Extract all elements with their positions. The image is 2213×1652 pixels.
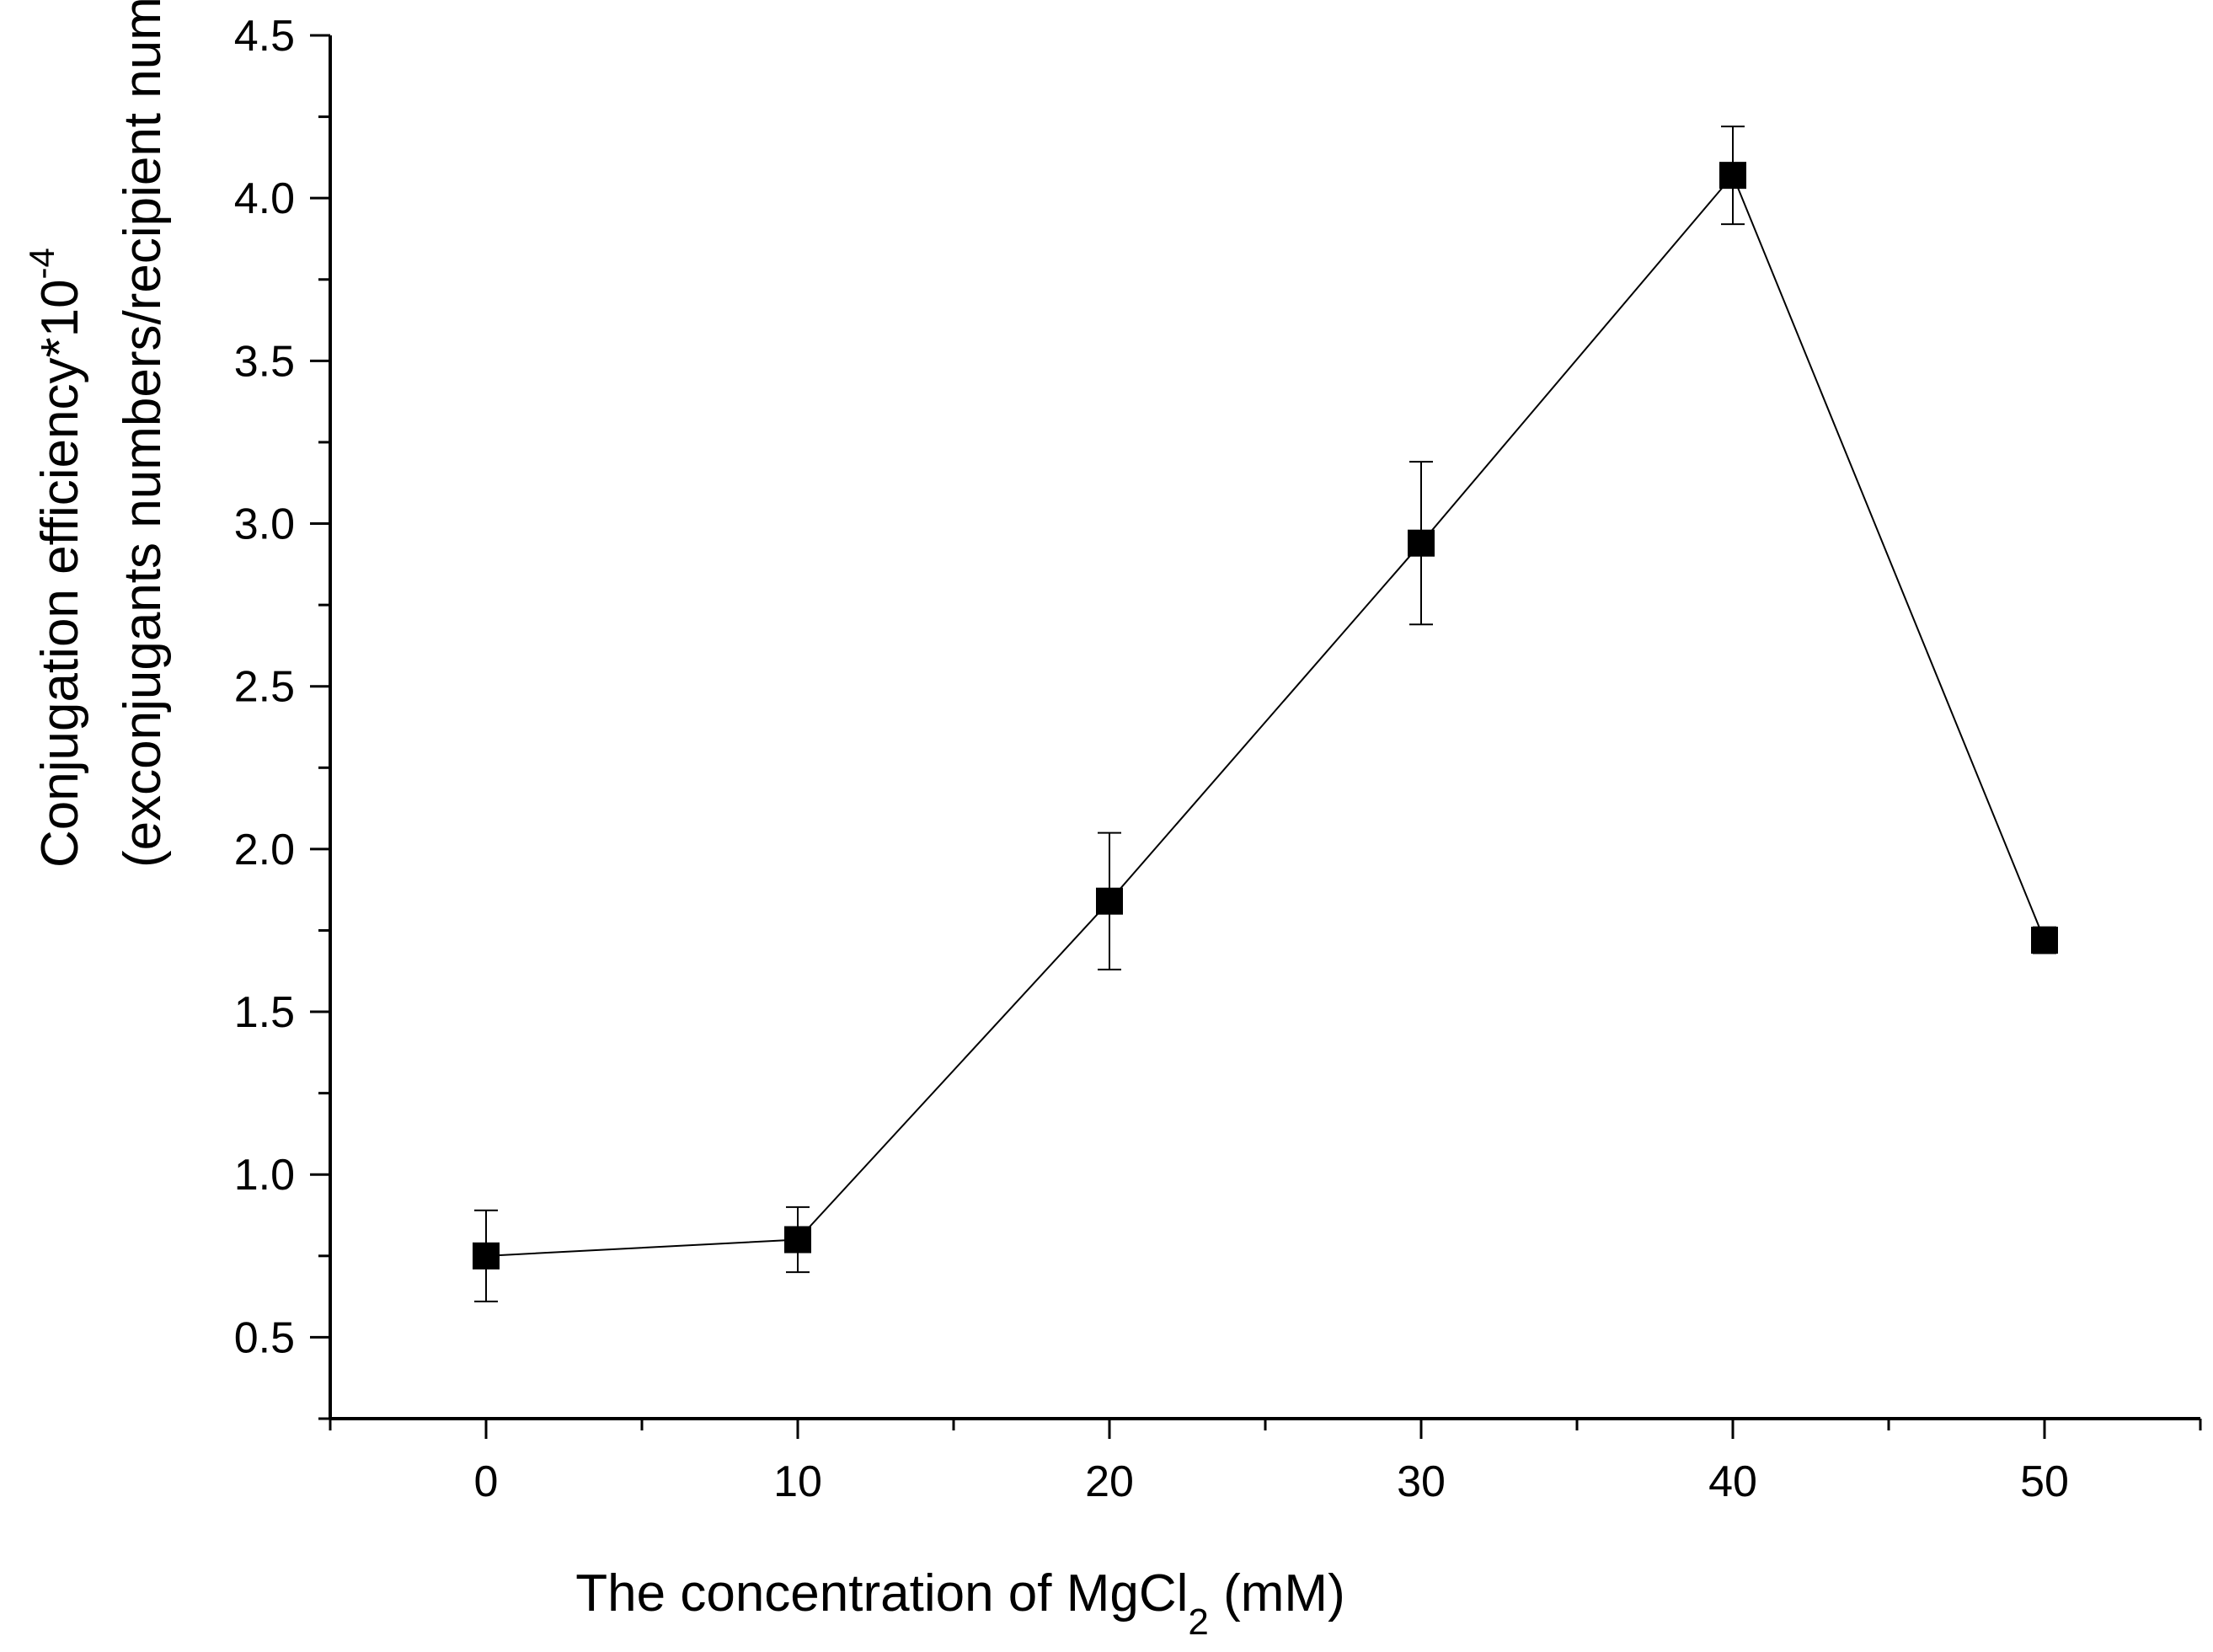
x-axis-title: The concentration of MgCl2 (mM): [575, 1564, 1344, 1643]
y-tick-label: 4.0: [234, 174, 295, 223]
y-tick-label: 3.5: [234, 337, 295, 386]
data-point-marker: [1096, 887, 1123, 915]
y-tick-label: 4.5: [234, 12, 295, 61]
y-axis-title-superscript: -4: [22, 248, 61, 279]
y-tick-label: 2.5: [234, 663, 295, 712]
data-point-marker: [1408, 529, 1435, 557]
y-tick-label: 3.0: [234, 500, 295, 549]
x-axis-title-subscript: 2: [1188, 1601, 1208, 1643]
y-tick-label: 0.5: [234, 1313, 295, 1362]
y-tick-label: 1.0: [234, 1151, 295, 1200]
x-tick-label: 40: [1708, 1457, 1757, 1506]
x-tick-label: 30: [1397, 1457, 1446, 1506]
series-layer: [473, 126, 2058, 1302]
series-line: [485, 174, 2045, 1257]
x-axis-title-suffix: (mM): [1209, 1564, 1345, 1623]
x-axis-ticks: 0 10 20 30 40 50: [329, 1419, 2202, 1506]
x-tick-label: 10: [773, 1457, 822, 1506]
y-axis-title: Conjugation efficiency*10-4 (exconjugant…: [22, 0, 172, 868]
y-tick-label: 1.5: [234, 988, 295, 1037]
x-tick-label: 50: [2020, 1457, 2069, 1506]
x-tick-label: 0: [474, 1457, 499, 1506]
x-axis-title-main: The concentration of MgCl: [575, 1564, 1188, 1623]
y-tick-label: 2.0: [234, 826, 295, 874]
data-point-marker: [784, 1226, 811, 1254]
data-point-marker: [1719, 162, 1746, 190]
plot-area: 0 10 20 30 40 50 0.5 1.0 1.5 2.0 2.5 3.0 3.5 4.0 4.5: [234, 12, 2202, 1506]
y-axis-title-line2: (exconjugants numbers/recipient numbers): [114, 0, 172, 868]
y-axis-title-line1: Conjugation efficiency*10-4: [22, 248, 89, 868]
y-axis-ticks: 0.5 1.0 1.5 2.0 2.5 3.0 3.5 4.0 4.5: [234, 12, 330, 1420]
data-point-marker: [473, 1242, 500, 1270]
y-axis-title-line1-main: Conjugation efficiency*10: [31, 279, 89, 868]
x-tick-label: 20: [1085, 1457, 1134, 1506]
data-point-marker: [2031, 927, 2058, 954]
